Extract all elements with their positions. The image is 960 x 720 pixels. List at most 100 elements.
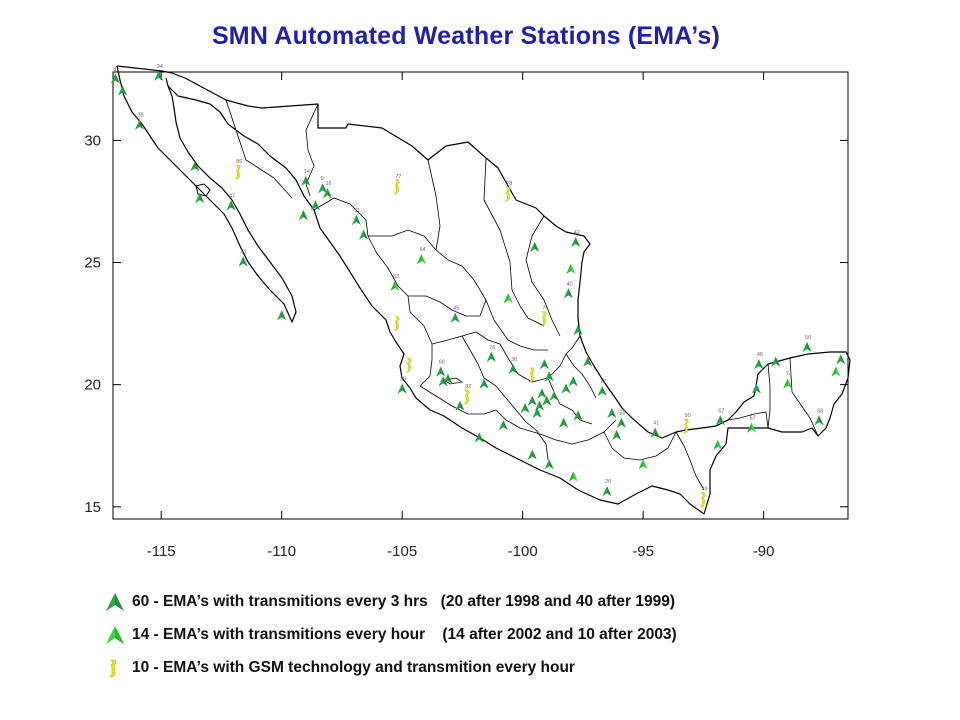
dark-station-icon-shade: [520, 403, 526, 414]
station-label: 20: [605, 479, 611, 485]
light-station-icon-shade: [416, 254, 422, 265]
baja-california: [116, 65, 297, 323]
station-label: 14: [304, 169, 310, 175]
station-label: 9: [321, 176, 324, 182]
dark-station-icon-shade: [154, 70, 159, 81]
gsm-station-icon: [405, 357, 412, 373]
gsm-station-icon: [393, 316, 400, 331]
dark-station-icon-shade: [602, 486, 608, 497]
station-label: 47: [229, 193, 235, 199]
dark-station-icon-shade: [301, 175, 306, 186]
station-label: 41: [653, 421, 659, 427]
dark-station-icon-shade: [583, 356, 588, 367]
x-tick-label: -90: [753, 543, 775, 560]
station-label: 42: [574, 230, 580, 236]
station-label: 82: [465, 384, 471, 390]
gsm-station-icon: [528, 367, 535, 383]
x-tick-label: -100: [508, 543, 538, 560]
light-station-icon-shade: [831, 366, 836, 377]
dark-station-icon-shade: [549, 390, 554, 401]
dark-station-icon-shade: [318, 183, 323, 194]
dark-station-icon-shade: [397, 383, 403, 394]
legend-text-gsm: 10 - EMA’s with GSM technology and trans…: [132, 659, 575, 676]
dark-station-icon-shade: [568, 376, 574, 387]
dark-station-icon-shade: [561, 383, 567, 394]
axis-ticks: -115 -110 -105 -100 -95 -90 30 25 20 15: [84, 72, 848, 560]
dark-station-icon-shade: [836, 354, 841, 365]
dark-station-icon-shade: [754, 359, 759, 370]
station-label: 26: [489, 345, 495, 351]
dark-station-icon-shade: [118, 85, 123, 96]
y-tick-label: 20: [84, 377, 101, 394]
dark-station-icon-shade: [597, 385, 603, 396]
dark-station-icon-shade: [474, 432, 480, 443]
light-station-icon-shade: [783, 378, 788, 389]
gsm-station-icon: [463, 389, 470, 405]
station-label: 58: [817, 408, 823, 414]
dark-station-icon-shade: [544, 371, 550, 382]
state-boundaries: [169, 99, 819, 491]
station-label: 67: [750, 416, 756, 422]
station-label: 35: [138, 113, 144, 119]
legend-row-hourly: 14 - EMA’s with transmitions every hour …: [104, 623, 677, 647]
dark-station-icon-shade: [527, 395, 533, 406]
legend-text-3hr: 60 - EMA’s with transmitions every 3 hrs…: [132, 593, 676, 610]
dark-station-icon-shade: [616, 417, 622, 428]
station-label: 50: [805, 335, 811, 341]
dark-station-icon-shade: [814, 415, 820, 426]
dark-station-icon-shade: [715, 415, 721, 426]
station-label: 51: [241, 250, 247, 256]
station-label: 8: [113, 66, 116, 72]
dark-station-icon-shade: [527, 449, 533, 460]
gsm-hook-icon: [109, 659, 117, 678]
dark-station-icon-shade: [539, 359, 545, 370]
dark-station-icon-shade: [559, 417, 564, 428]
station-label: 63: [393, 274, 399, 280]
dark-station-icon-shade: [322, 188, 328, 199]
dark-station-icon-shade: [479, 378, 485, 389]
y-tick-label: 25: [84, 255, 101, 272]
map-frame: [112, 71, 849, 520]
light-triangle-icon: [106, 626, 124, 644]
x-tick-label: -110: [267, 543, 296, 560]
light-station-icon-shade: [568, 471, 574, 482]
x-tick-label: -115: [147, 543, 176, 560]
station-label: 59: [619, 411, 625, 417]
station-label: 80: [236, 159, 242, 165]
dark-station-icon-shade: [498, 420, 504, 431]
dark-station-icon-shade: [535, 400, 540, 411]
x-tick-label: -95: [632, 543, 654, 560]
gsm-station-icon: [540, 311, 547, 326]
dark-station-icon-shade: [563, 288, 569, 299]
legend-row-gsm: 10 - EMA’s with GSM technology and trans…: [104, 656, 575, 680]
dark-station-icon-shade: [508, 364, 514, 374]
stations-layer: 8 34 35 47 51 80 14 916 11 77 64 63 78 42 40 45 75 28 68 82…: [110, 64, 846, 507]
station-label: 16: [325, 181, 331, 187]
slide-title: SMN Automated Weather Stations (EMA’s): [211, 22, 721, 50]
light-station-icon-shade: [503, 293, 509, 304]
dark-station-icon-shade: [310, 200, 316, 211]
station-label: 30: [511, 357, 517, 363]
dark-station-icon-shade: [751, 383, 757, 394]
legend-text-hourly: 14 - EMA’s with transmitions every hour …: [132, 626, 677, 643]
dark-station-icon-shade: [612, 429, 617, 440]
dark-station-icon-shade: [110, 73, 116, 84]
gsm-station-icon: [699, 492, 706, 507]
station-label: 11: [354, 208, 360, 214]
dark-triangle-icon: [106, 593, 124, 611]
dark-station-icon-shade: [573, 324, 579, 335]
light-station-icon-shade: [638, 459, 644, 470]
station-label: 78: [506, 181, 512, 187]
light-station-icon-shade: [566, 263, 571, 274]
dark-station-icon-shade: [190, 161, 195, 172]
dark-station-icon-shade: [195, 193, 200, 204]
dark-station-icon-shade: [238, 256, 244, 267]
dark-station-icon-shade: [802, 342, 808, 353]
gsm-station-icon: [682, 418, 689, 434]
station-label: 57: [718, 408, 724, 414]
station-label: 45: [453, 306, 459, 312]
dark-station-icon-shade: [573, 410, 579, 421]
station-label: 34: [157, 64, 163, 70]
station-label: 46: [757, 352, 763, 358]
station-label: 12: [600, 379, 606, 385]
